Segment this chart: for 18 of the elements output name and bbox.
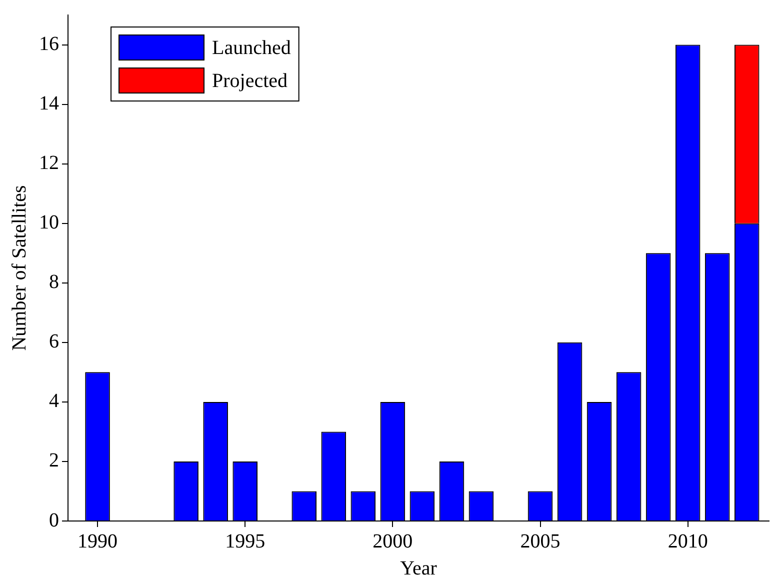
- y-tick-label: 16: [39, 33, 59, 56]
- y-tick-label: 8: [49, 271, 59, 294]
- y-tick-label: 0: [49, 509, 59, 532]
- x-tick-label: 2000: [372, 530, 413, 552]
- x-tick-label: 2010: [668, 530, 708, 552]
- x-tick-label: 1995: [225, 530, 266, 552]
- y-tick-label: 2: [49, 450, 59, 472]
- x-tick-label: 2005: [520, 530, 560, 552]
- legend-label: Projected: [212, 70, 288, 92]
- y-axis-title: Number of Satellites: [8, 185, 30, 351]
- y-tick-label: 14: [39, 92, 59, 115]
- x-tick-label: 1990: [78, 530, 118, 552]
- y-tick-label: 6: [49, 330, 59, 353]
- y-tick-label: 4: [49, 390, 59, 412]
- x-axis-title: Year: [400, 557, 438, 580]
- legend-label: Launched: [212, 36, 291, 59]
- y-tick-label: 12: [39, 152, 59, 174]
- y-tick-label: 10: [39, 212, 59, 234]
